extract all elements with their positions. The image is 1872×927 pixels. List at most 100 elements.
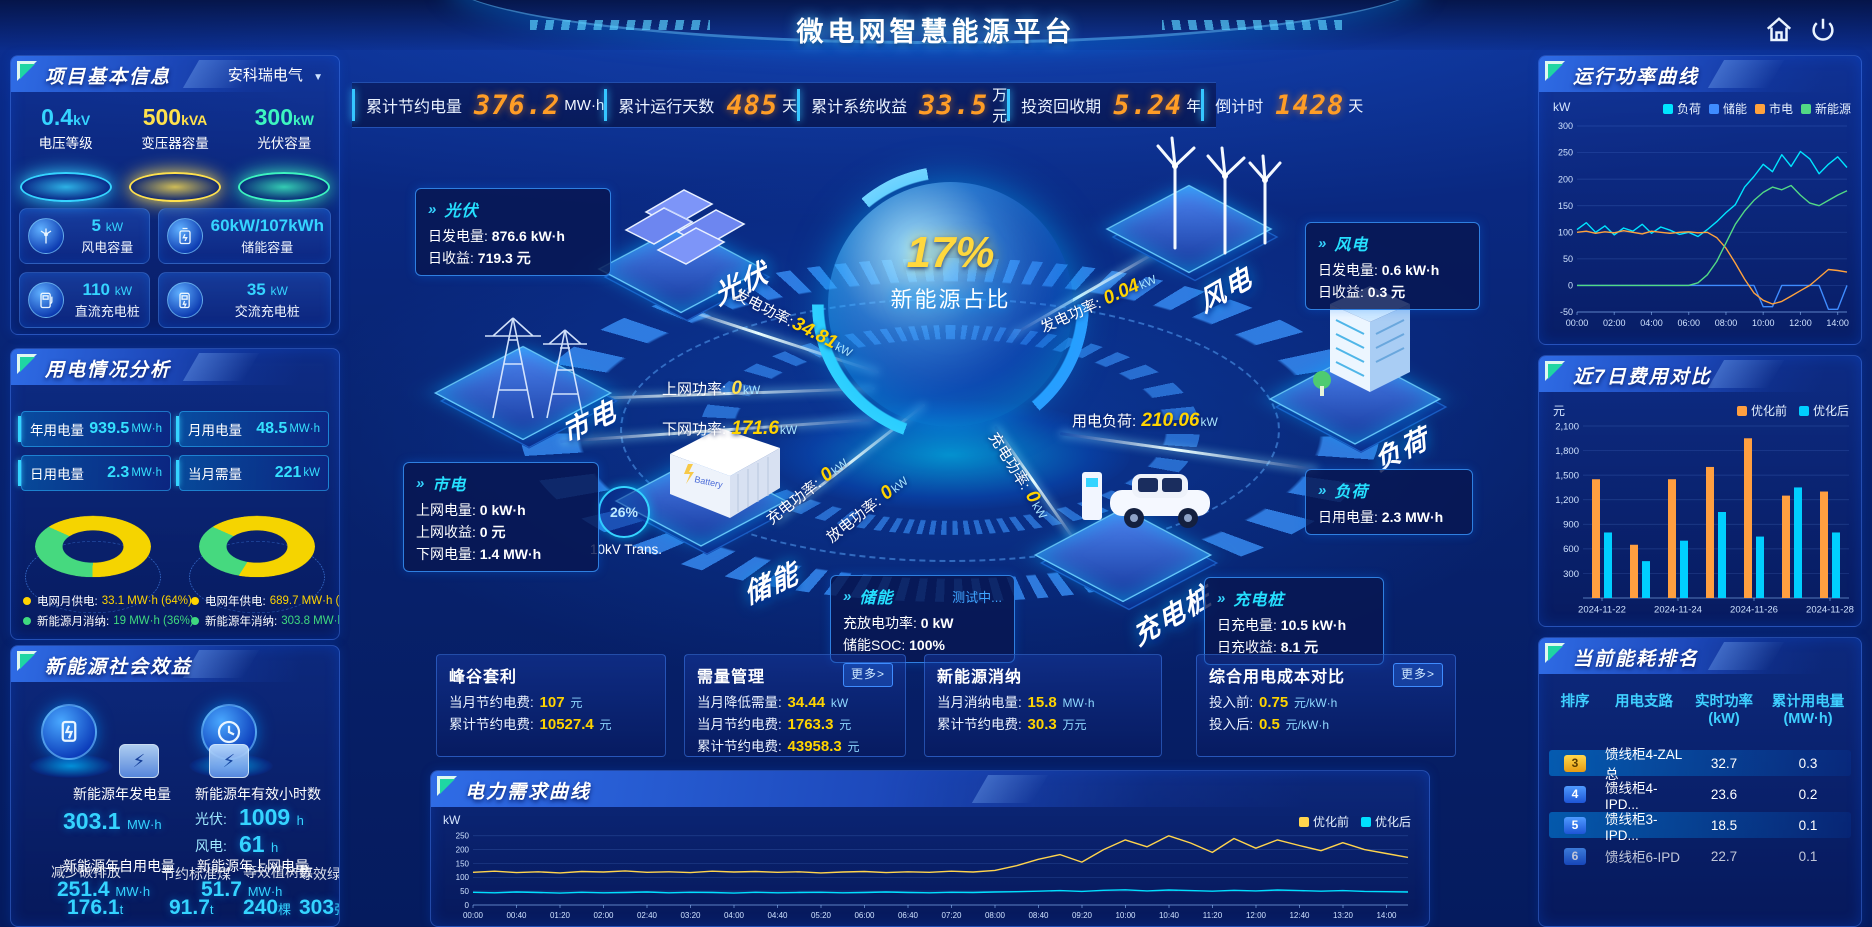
company-dropdown[interactable]: 安科瑞电气 ▼ xyxy=(228,64,323,85)
svg-text:1,500: 1,500 xyxy=(1555,470,1579,481)
stage-pv-capacity: 300kW 光伏容量 xyxy=(232,104,336,204)
panel-run-power-curve: 运行功率曲线 kW 负荷 储能 市电 新能源 -50 0 50 100 150 200 250 30… xyxy=(1538,55,1862,345)
new-energy-ratio-value: 17% xyxy=(906,228,995,277)
svg-text:0: 0 xyxy=(465,901,470,910)
demand-chart-legend[interactable]: 优化前 优化后 xyxy=(1298,813,1411,830)
power-icon[interactable] xyxy=(1808,15,1838,45)
stat-year-usage: 年用电量 939.5 MW·h xyxy=(18,411,171,447)
kpi-unit: MW·h xyxy=(564,96,605,114)
benefit-gen-unit: MW·h xyxy=(126,817,162,832)
cost-chart-legend[interactable]: 优化前 优化后 xyxy=(1736,402,1849,419)
run-chart-legend[interactable]: 负荷 储能 市电 新能源 xyxy=(1662,100,1851,117)
benefit-carbon-label: 减少碳排放 xyxy=(51,864,121,880)
legend-value: 33.1 MW·h (64%) xyxy=(101,595,192,607)
legend-item[interactable]: 负荷 xyxy=(1662,100,1701,117)
benefit-selfuse-value: 251.4 xyxy=(57,878,110,901)
svg-text:100: 100 xyxy=(1558,227,1573,237)
stage-unit: kV xyxy=(73,112,91,128)
svg-text:04:40: 04:40 xyxy=(767,911,788,920)
chevron-right-icon: » xyxy=(1318,234,1327,252)
benefit-export-value: 51.7 xyxy=(201,878,242,901)
kpi-value: 1428 xyxy=(1275,89,1345,121)
company-dropdown-value: 安科瑞电气 xyxy=(227,67,303,84)
legend-item[interactable]: 市电 xyxy=(1754,100,1793,117)
panel-title: 电力需求曲线 xyxy=(465,782,592,803)
panel-corner-icon xyxy=(17,61,37,81)
header-arc-decoration xyxy=(446,0,1426,44)
y-axis-unit: 元 xyxy=(1553,404,1566,418)
branch-name: 馈线柜4-IPD... xyxy=(1605,780,1658,812)
stat-value: 939.5 xyxy=(89,420,130,437)
y-axis-unit: kW xyxy=(443,813,461,827)
stat-label: 当月需量 xyxy=(188,467,242,482)
panel-corner-icon xyxy=(1545,61,1565,81)
transformer-label: 10kV Trans. xyxy=(589,542,663,557)
home-icon[interactable] xyxy=(1764,15,1794,45)
svg-text:2024-11-26: 2024-11-26 xyxy=(1730,605,1778,616)
svg-text:10:00: 10:00 xyxy=(1115,911,1136,920)
rank-row[interactable]: 6 馈线柜6-IPD 22.7 0.1 xyxy=(1549,843,1851,869)
more-button[interactable]: 更多> xyxy=(1392,663,1443,687)
rank-row[interactable]: 3 馈线柜4-ZAL总 32.7 0.3 xyxy=(1549,747,1851,782)
svg-text:0: 0 xyxy=(1568,281,1573,291)
panel-header xyxy=(11,646,339,682)
legend-item[interactable]: 优化后 xyxy=(1360,813,1411,830)
infobox-title: 风电 xyxy=(1334,237,1369,254)
svg-text:07:20: 07:20 xyxy=(941,911,962,920)
rank-row[interactable]: 4 馈线柜4-IPD... 23.6 0.2 xyxy=(1549,781,1851,812)
infobox-title: 负荷 xyxy=(1334,484,1369,501)
power-tower-icon xyxy=(485,317,587,419)
benefit-hours-wind-value: 61 xyxy=(239,831,265,857)
flow-export-power: 上网功率: 0kW xyxy=(662,378,761,399)
mini-title: 需量管理 xyxy=(697,669,766,686)
rank-row[interactable]: 5 馈线柜3-IPD... 18.5 0.1 xyxy=(1549,812,1851,843)
benefit-coal-value: 91.7 xyxy=(169,896,210,919)
benefit-certs-unit: 张 xyxy=(334,902,339,917)
more-button[interactable]: 更多> xyxy=(842,663,893,687)
stage-label: 电压等级 xyxy=(38,136,93,151)
benefit-trees-unit: 棵 xyxy=(278,902,292,917)
svg-text:150: 150 xyxy=(1558,201,1573,211)
rank-badge: 6 xyxy=(1564,847,1586,865)
legend-label: 新能源月消纳: xyxy=(37,616,110,628)
legend-item[interactable]: 优化前 xyxy=(1736,402,1787,419)
benefit-hours-pv-value: 1009 xyxy=(239,804,291,830)
demand-curve-chart: 0 50 100 150 200 250 00:00 00:40 01:20 02:00 02:40… xyxy=(456,832,1409,920)
stage-metrics: 0.4kV 电压等级 500kVA 变压器容量 300kW 光伏容量 xyxy=(11,104,339,204)
chevron-right-icon: » xyxy=(428,200,437,218)
stat-value: 48.5 xyxy=(256,420,288,437)
mini-title: 新能源消纳 xyxy=(937,669,1023,686)
realtime-power: 22.7 xyxy=(1710,848,1738,864)
svg-text:2,100: 2,100 xyxy=(1555,421,1579,432)
legend-item[interactable]: 优化后 xyxy=(1798,402,1849,419)
kpi-label: 投资回收期 xyxy=(1021,99,1102,116)
stat-value: 2.3 xyxy=(107,464,130,481)
stat-value: 221 xyxy=(274,464,302,481)
capacity-label: 储能容量 xyxy=(241,240,294,255)
svg-text:03:20: 03:20 xyxy=(680,911,701,920)
flow-load-power: 用电负荷: 210.06kW xyxy=(1072,410,1218,431)
svg-text:02:00: 02:00 xyxy=(593,911,614,920)
panel-7day-cost: 近7日费用对比 元 优化前 优化后 300 600 900 1,200 1,500 1,80… xyxy=(1538,355,1862,627)
capacity-label: 直流充电桩 xyxy=(74,304,140,319)
header-stripes-left xyxy=(530,20,710,30)
legend-item[interactable]: 储能 xyxy=(1708,100,1747,117)
donut-year xyxy=(187,497,327,614)
kpi-value: 5.24 xyxy=(1113,89,1183,121)
infobox-title: 光伏 xyxy=(444,203,479,220)
svg-text:14:00: 14:00 xyxy=(1376,911,1397,920)
svg-text:2024-11-28: 2024-11-28 xyxy=(1806,605,1854,616)
kpi-bar: 累计节约电量 376.2 MW·h 累计运行天数 485 天 累计系统收益 33… xyxy=(352,82,1363,128)
kpi-value: 33.5 xyxy=(919,89,989,121)
y-axis-unit: kW xyxy=(1553,100,1571,114)
svg-text:-50: -50 xyxy=(1560,307,1573,317)
legend-grid-year: 电网年供电: 689.7 MW·h (69%) xyxy=(191,593,339,609)
legend-item[interactable]: 优化前 xyxy=(1298,813,1349,830)
legend-item[interactable]: 新能源 xyxy=(1800,100,1851,117)
benefit-hours-pv-label: 光伏: xyxy=(195,811,227,827)
svg-text:02:40: 02:40 xyxy=(637,911,658,920)
benefit-hours-label: 新能源年有效小时数 xyxy=(195,786,321,802)
capacity-dc-charger: 110 kW 直流充电桩 xyxy=(19,272,150,328)
capacity-value: 110 xyxy=(82,280,110,299)
svg-text:2024-11-22: 2024-11-22 xyxy=(1578,605,1626,616)
